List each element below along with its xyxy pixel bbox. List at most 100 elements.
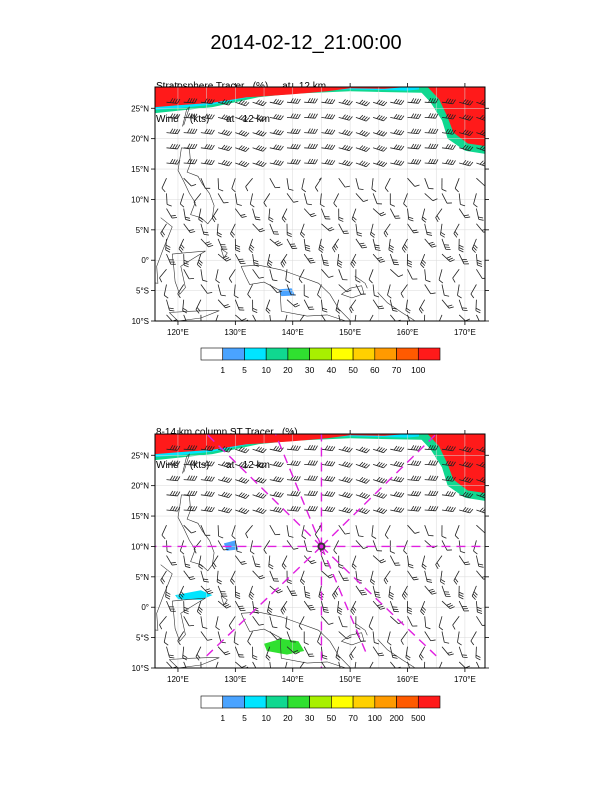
wind-barb xyxy=(441,284,450,297)
colorbar-swatch xyxy=(374,695,397,709)
wind-barb xyxy=(217,600,232,609)
wind-barb xyxy=(166,555,178,566)
colorbar-label: 20 xyxy=(283,713,293,723)
wind-barb xyxy=(424,460,439,466)
wind-barb xyxy=(390,491,405,498)
wind-barb xyxy=(355,492,370,499)
wind-barb xyxy=(249,540,255,555)
cross-section-line xyxy=(320,546,368,657)
wind-barb xyxy=(234,555,247,565)
wind-barb xyxy=(350,253,357,268)
wind-barb xyxy=(161,525,167,540)
wind-barb xyxy=(228,616,236,630)
wind-barb xyxy=(335,646,341,661)
wind-barb xyxy=(418,646,426,661)
wind-barb xyxy=(269,269,278,282)
wind-barb xyxy=(269,661,272,668)
wind-barb xyxy=(441,113,456,120)
wind-barb xyxy=(217,284,226,297)
wind-barb xyxy=(266,601,273,616)
wind-barb xyxy=(476,223,485,233)
wind-barb xyxy=(252,269,264,279)
coastline-sulawesi xyxy=(171,597,206,642)
wind-barb xyxy=(166,208,178,219)
wind-barb xyxy=(390,98,405,105)
wind-barb xyxy=(297,314,305,321)
wind-barb xyxy=(269,284,282,294)
wind-barb xyxy=(452,616,460,630)
wind-barb xyxy=(245,177,253,192)
cross-section-line xyxy=(320,545,437,657)
wind-barb xyxy=(389,193,395,207)
wind-barb xyxy=(390,269,404,278)
wind-barb xyxy=(435,208,443,222)
wind-barb xyxy=(163,631,169,646)
wind-barb xyxy=(476,661,482,668)
wind-barb xyxy=(389,253,400,266)
wind-barb xyxy=(475,646,481,661)
wind-barb xyxy=(252,160,267,167)
wind-barb xyxy=(183,314,189,321)
wind-barb xyxy=(183,490,198,496)
wind-barb xyxy=(269,314,272,321)
wind-barb xyxy=(200,98,215,105)
wind-barb xyxy=(407,113,422,119)
wind-barb xyxy=(217,99,233,106)
wind-barb xyxy=(473,193,478,208)
wind-barb xyxy=(211,555,219,570)
wind-barb xyxy=(338,661,342,668)
wind-barb xyxy=(372,299,385,310)
wind-barb xyxy=(165,238,171,253)
wind-barb xyxy=(182,299,188,314)
wind-barb xyxy=(200,525,211,536)
wind-barb xyxy=(252,114,267,122)
wind-barb xyxy=(286,540,299,550)
y-tick-label: 5°S xyxy=(136,287,149,296)
x-tick-label: 120°E xyxy=(167,675,189,684)
wind-barb xyxy=(216,223,222,238)
wind-barb xyxy=(372,631,380,645)
wind-barb xyxy=(387,284,392,299)
wind-barb xyxy=(441,159,456,166)
wind-barb xyxy=(217,491,233,499)
wind-barb xyxy=(338,506,353,514)
colorbar-swatch xyxy=(244,695,267,709)
wind-barb xyxy=(441,299,454,309)
wind-barb xyxy=(269,506,284,513)
wind-barb xyxy=(371,178,377,192)
wind-barb xyxy=(230,570,236,585)
y-tick-label: 20°N xyxy=(131,135,149,144)
y-tick-label: 10°S xyxy=(132,664,149,673)
wind-barb xyxy=(441,631,450,644)
wind-barb xyxy=(420,253,427,269)
wind-barb xyxy=(183,505,198,512)
wind-barb xyxy=(252,570,265,580)
wind-barb xyxy=(441,178,447,192)
y-tick-label: 5°N xyxy=(136,226,150,235)
wind-barb xyxy=(286,570,292,585)
wind-barb xyxy=(178,585,185,600)
wind-barb xyxy=(372,193,382,205)
wind-barb xyxy=(200,460,215,467)
coastline-new-ireland xyxy=(354,622,368,636)
colorbar-swatch xyxy=(352,695,376,709)
wind-barb xyxy=(355,160,370,168)
wind-barb xyxy=(198,555,204,570)
x-tick-label: 160°E xyxy=(397,675,419,684)
wind-barb xyxy=(407,475,422,482)
wind-barb xyxy=(351,555,357,570)
wind-barb xyxy=(200,506,215,512)
coastline-new-guinea xyxy=(240,611,352,668)
wind-barb xyxy=(338,208,344,222)
wind-barb xyxy=(476,492,485,499)
coastline-solomons xyxy=(377,639,416,668)
wind-barb xyxy=(252,129,267,137)
wind-barb xyxy=(200,113,215,120)
wind-barb xyxy=(304,460,318,466)
wind-barb xyxy=(235,145,250,152)
wind-barb xyxy=(390,460,405,468)
y-tick-label: 10°S xyxy=(132,317,149,326)
wind-barb xyxy=(384,178,391,193)
coastline-philippines xyxy=(177,147,215,225)
wind-barb xyxy=(458,555,471,566)
